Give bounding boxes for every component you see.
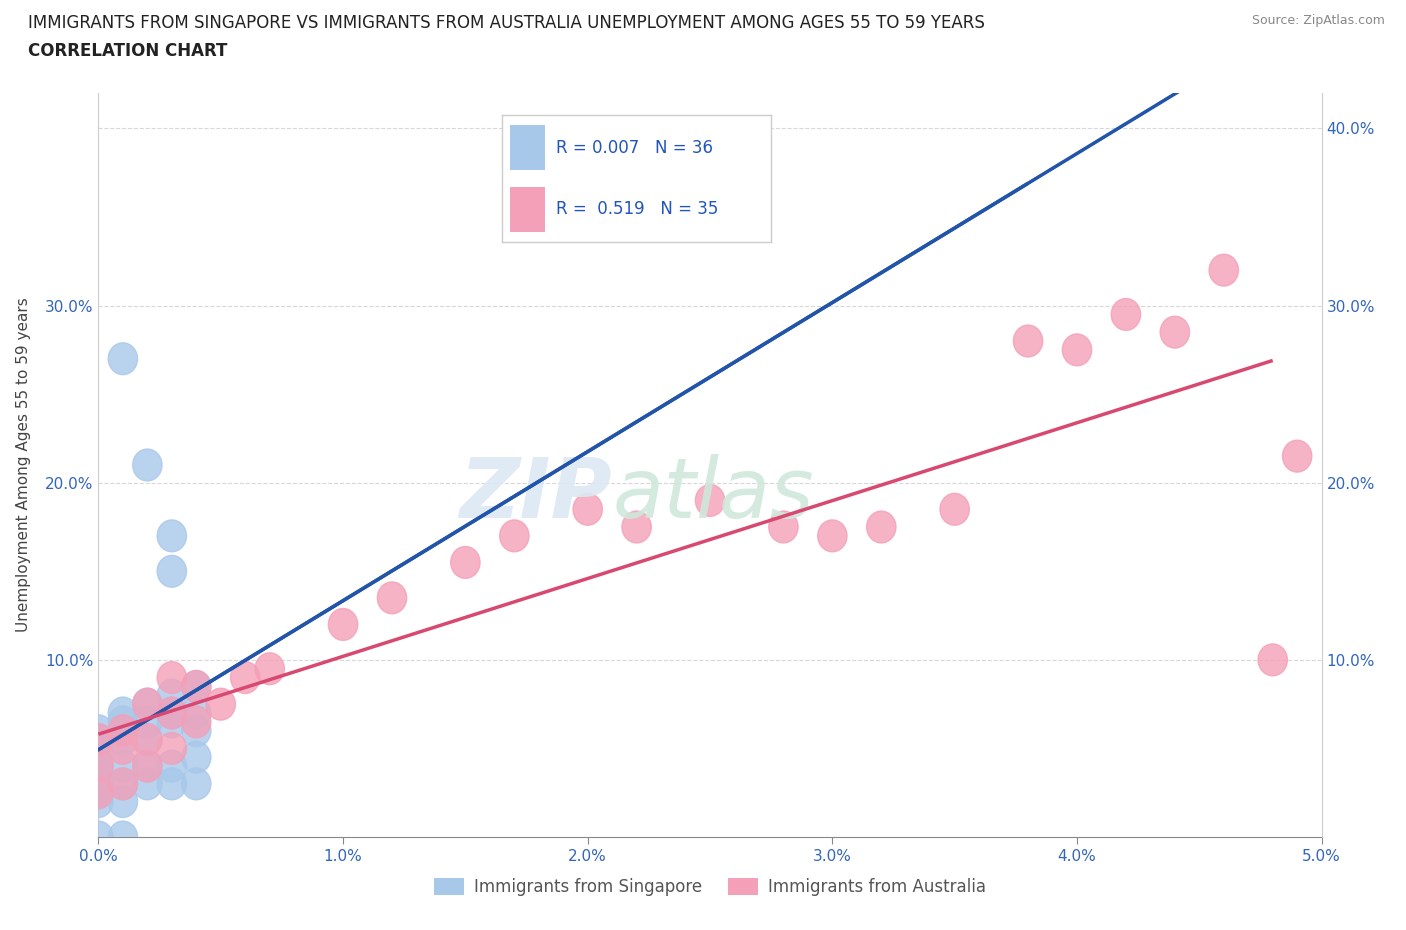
Ellipse shape <box>1282 440 1312 472</box>
Ellipse shape <box>108 768 138 800</box>
Ellipse shape <box>132 768 162 800</box>
Ellipse shape <box>1209 254 1239 286</box>
Ellipse shape <box>132 449 162 481</box>
Ellipse shape <box>132 688 162 720</box>
Ellipse shape <box>108 715 138 747</box>
Ellipse shape <box>181 741 211 773</box>
Ellipse shape <box>108 751 138 782</box>
Ellipse shape <box>157 751 187 782</box>
Text: CORRELATION CHART: CORRELATION CHART <box>28 42 228 60</box>
Ellipse shape <box>108 715 138 747</box>
Legend: Immigrants from Singapore, Immigrants from Australia: Immigrants from Singapore, Immigrants fr… <box>427 871 993 903</box>
Ellipse shape <box>181 768 211 800</box>
Ellipse shape <box>818 520 846 551</box>
Ellipse shape <box>84 777 112 809</box>
Ellipse shape <box>1063 334 1091 365</box>
Ellipse shape <box>108 786 138 817</box>
Ellipse shape <box>108 343 138 375</box>
Ellipse shape <box>254 653 284 684</box>
Ellipse shape <box>157 733 187 764</box>
Ellipse shape <box>84 751 112 782</box>
Text: IMMIGRANTS FROM SINGAPORE VS IMMIGRANTS FROM AUSTRALIA UNEMPLOYMENT AMONG AGES 5: IMMIGRANTS FROM SINGAPORE VS IMMIGRANTS … <box>28 14 986 32</box>
Ellipse shape <box>1258 644 1288 676</box>
Ellipse shape <box>157 555 187 587</box>
Ellipse shape <box>84 724 112 755</box>
Ellipse shape <box>1111 299 1140 330</box>
Ellipse shape <box>207 688 235 720</box>
Ellipse shape <box>1160 316 1189 348</box>
Ellipse shape <box>132 751 162 782</box>
Ellipse shape <box>181 671 211 702</box>
Ellipse shape <box>108 733 138 764</box>
Ellipse shape <box>157 698 187 729</box>
Ellipse shape <box>157 520 187 551</box>
Ellipse shape <box>132 724 162 755</box>
Ellipse shape <box>696 485 724 516</box>
Ellipse shape <box>108 724 138 755</box>
Ellipse shape <box>181 715 211 747</box>
Ellipse shape <box>84 733 112 764</box>
Ellipse shape <box>84 821 112 853</box>
Ellipse shape <box>157 698 187 729</box>
Ellipse shape <box>574 493 602 525</box>
Ellipse shape <box>157 706 187 737</box>
Ellipse shape <box>231 661 260 694</box>
Y-axis label: Unemployment Among Ages 55 to 59 years: Unemployment Among Ages 55 to 59 years <box>17 298 31 632</box>
Ellipse shape <box>132 706 162 737</box>
Ellipse shape <box>181 706 211 737</box>
Ellipse shape <box>866 512 896 543</box>
Ellipse shape <box>84 777 112 809</box>
Text: Source: ZipAtlas.com: Source: ZipAtlas.com <box>1251 14 1385 27</box>
Text: ZIP: ZIP <box>460 454 612 536</box>
Ellipse shape <box>84 768 112 800</box>
Ellipse shape <box>181 671 211 702</box>
Ellipse shape <box>157 679 187 711</box>
Ellipse shape <box>84 786 112 817</box>
Ellipse shape <box>499 520 529 551</box>
Text: atlas: atlas <box>612 454 814 536</box>
Ellipse shape <box>329 608 357 641</box>
Ellipse shape <box>132 724 162 755</box>
Ellipse shape <box>157 768 187 800</box>
Ellipse shape <box>84 751 112 782</box>
Ellipse shape <box>941 493 969 525</box>
Ellipse shape <box>621 512 651 543</box>
Ellipse shape <box>108 698 138 729</box>
Ellipse shape <box>157 661 187 694</box>
Ellipse shape <box>451 547 479 578</box>
Ellipse shape <box>108 821 138 853</box>
Ellipse shape <box>108 768 138 800</box>
Ellipse shape <box>1014 326 1043 357</box>
Ellipse shape <box>108 706 138 737</box>
Ellipse shape <box>132 688 162 720</box>
Ellipse shape <box>132 751 162 782</box>
Ellipse shape <box>84 759 112 790</box>
Ellipse shape <box>181 698 211 729</box>
Ellipse shape <box>84 715 112 747</box>
Ellipse shape <box>84 724 112 755</box>
Ellipse shape <box>769 512 799 543</box>
Ellipse shape <box>377 582 406 614</box>
